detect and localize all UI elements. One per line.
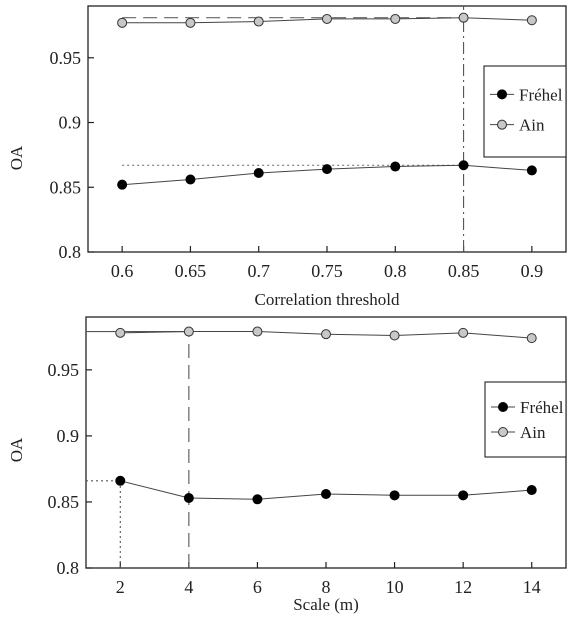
x-tick-label: 14 [523,577,541,597]
data-point-frehel [526,485,537,496]
y-tick-label: 0.9 [57,426,80,446]
x-tick-label: 0.85 [448,261,480,281]
x-tick-label: 0.7 [247,261,270,281]
chart-panel-2: 0.8 0.85 0.9 0.95 2 4 6 8 10 12 14 Scale (m) OA Fréhe… [7,316,567,614]
data-point-frehel [389,490,400,501]
data-point-frehel [458,490,469,501]
data-point-frehel [458,160,469,171]
legend-marker-frehel [497,89,507,100]
y-tick-label: 0.8 [59,242,82,262]
data-point-frehel [253,168,264,179]
x-axis-title: Correlation threshold [255,290,400,309]
x-axis-title: Scale (m) [293,595,359,614]
y-tick-label: 0.8 [57,558,80,578]
legend-marker-frehel [498,402,508,412]
y-tick-label: 0.85 [50,177,82,197]
legend-box [484,381,567,458]
data-point-ain [321,329,331,340]
y-tick-label: 0.95 [48,360,80,380]
y-tick-label: 0.95 [50,48,82,68]
data-point-ain [115,327,126,338]
x-tick-label: 0.8 [384,261,407,281]
data-point-frehel [183,492,194,503]
legend-marker-ain [497,119,507,130]
x-tick-label: 12 [454,577,472,597]
y-axis-title: OA [7,437,26,462]
y-tick-label: 0.9 [59,113,82,133]
x-tick-label: 4 [184,577,193,597]
data-point-ain [252,326,263,337]
data-point-ain [389,330,400,341]
x-tick-label: 0.6 [111,261,134,281]
data-point-frehel [185,174,196,185]
data-point-ain [183,326,194,337]
legend-marker-ain [498,427,508,437]
data-point-ain [458,12,469,23]
legend-label-ain: Ain [520,423,546,442]
data-point-ain [526,15,537,26]
legend: Fréhel Ain [483,65,567,158]
data-point-frehel [322,164,332,175]
legend-box [483,65,567,158]
legend: Fréhel Ain [484,381,567,458]
data-point-ain [117,17,128,28]
x-tick-label: 0.65 [175,261,207,281]
data-point-ain [390,13,401,24]
legend-label-frehel: Fréhel [519,85,563,104]
legend-label-frehel: Fréhel [520,398,564,417]
x-tick-label: 0.75 [311,261,343,281]
x-tick-label: 2 [116,577,125,597]
y-axis-title: OA [7,145,26,170]
data-point-frehel [526,165,537,176]
data-point-ain [458,327,469,338]
x-tick-label: 8 [322,577,331,597]
data-point-ain [253,16,264,27]
y-tick-label: 0.85 [48,492,80,512]
chart-panel-1: 0.8 0.85 0.9 0.95 0.6 0.65 0.7 0.75 0.8 0.85 0.9 Co… [7,5,567,309]
x-tick-label: 10 [386,577,404,597]
data-point-ain [526,333,537,344]
data-point-frehel [115,475,126,486]
x-tick-label: 0.9 [521,261,544,281]
data-point-frehel [321,489,331,500]
data-point-frehel [117,179,128,190]
data-point-frehel [390,161,401,172]
x-tick-label: 6 [253,577,262,597]
data-point-ain [185,17,196,28]
data-point-ain [322,13,332,24]
legend-label-ain: Ain [519,116,545,135]
data-point-frehel [252,494,263,505]
